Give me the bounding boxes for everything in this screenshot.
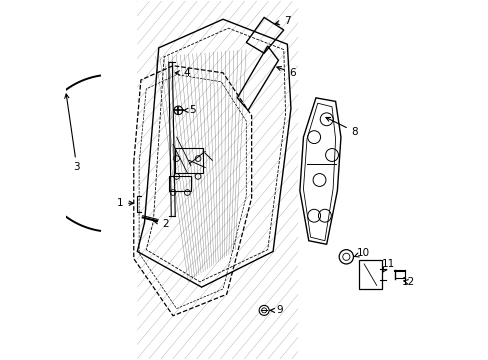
Text: 5: 5: [183, 105, 195, 115]
Text: 6: 6: [276, 67, 295, 78]
Text: 8: 8: [325, 117, 358, 137]
Text: 11: 11: [381, 259, 394, 272]
Text: 4: 4: [175, 68, 190, 78]
Text: 7: 7: [275, 16, 290, 26]
Text: 1: 1: [116, 198, 133, 208]
Text: 12: 12: [401, 277, 414, 287]
Text: 9: 9: [270, 305, 283, 315]
Text: 3: 3: [64, 94, 80, 172]
Text: 10: 10: [353, 248, 369, 258]
Text: 2: 2: [153, 219, 169, 229]
